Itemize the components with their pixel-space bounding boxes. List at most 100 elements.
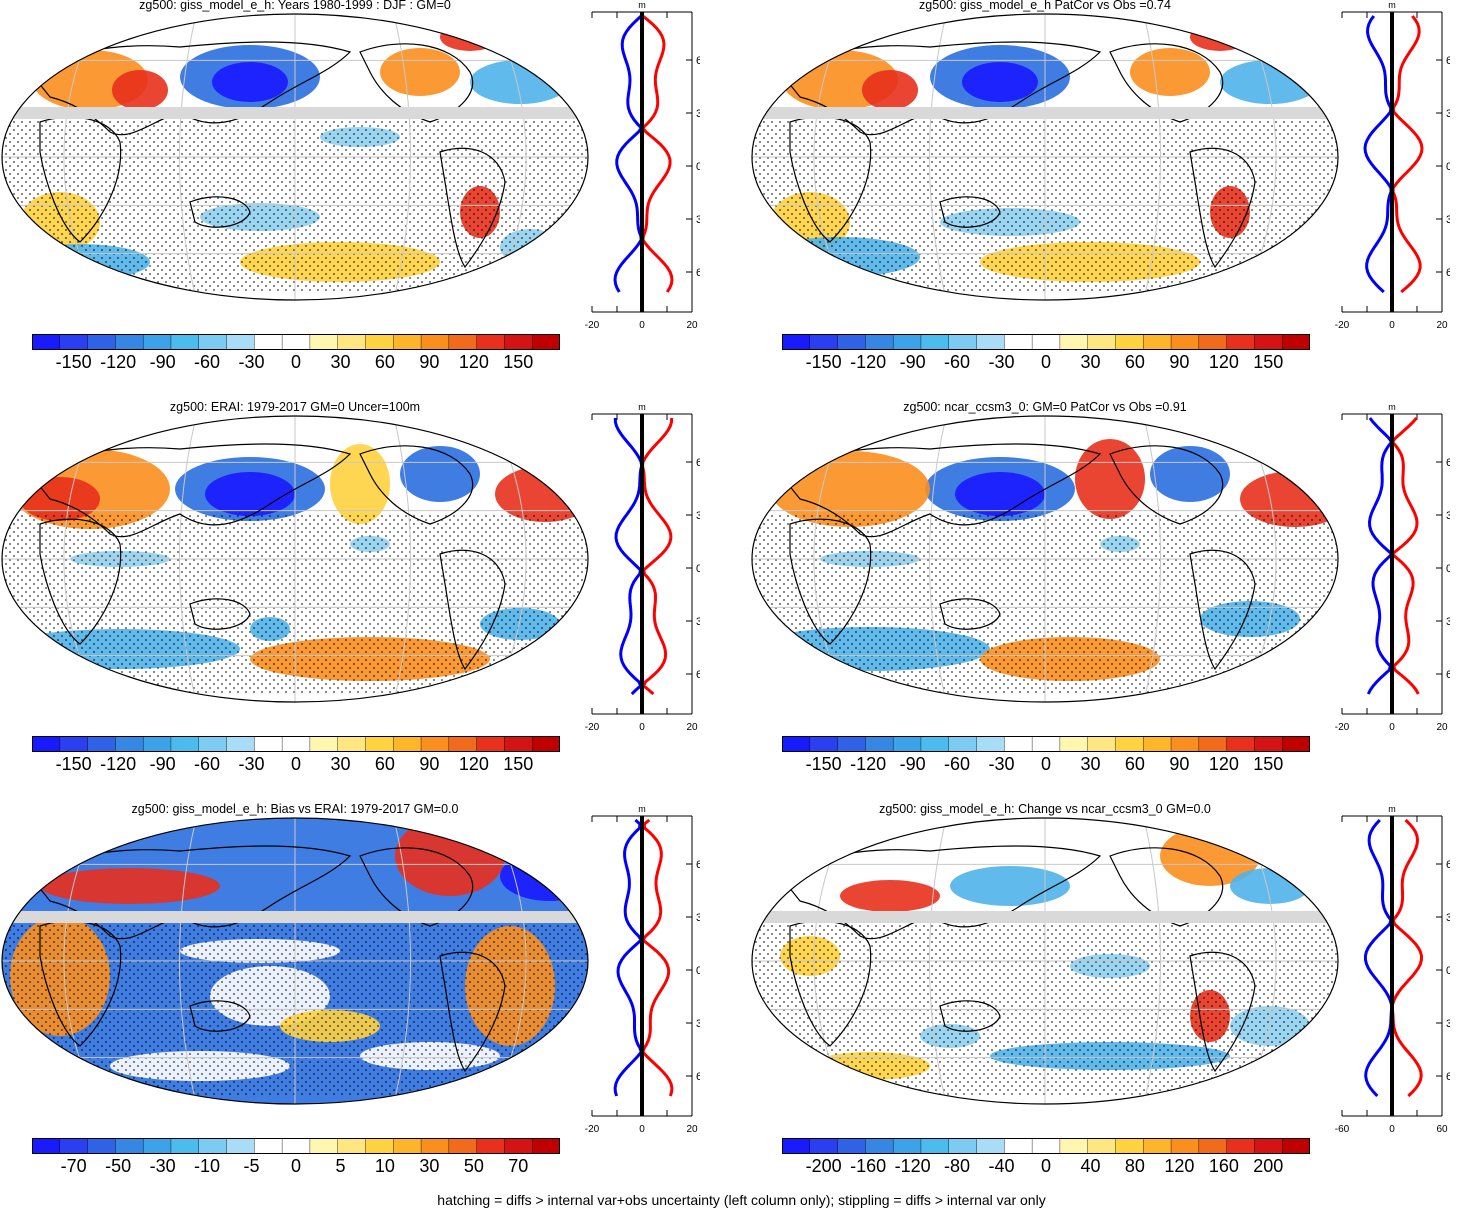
- profile-x-label: 0: [1389, 722, 1395, 733]
- coastline: [1109, 847, 1224, 927]
- colorbar-label: 0: [1040, 754, 1052, 774]
- coastline: [359, 43, 474, 123]
- anomaly-contour: [212, 62, 288, 102]
- colorbar-swatch: [892, 736, 922, 752]
- colorbar-swatch: [142, 1138, 172, 1154]
- profile-lat-label: 30N: [1446, 108, 1450, 120]
- map: [751, 415, 1339, 703]
- colorbar-swatch: [837, 736, 867, 752]
- profile-lat-label: 30S: [1446, 214, 1450, 226]
- colorbar-labels: -70 -50 -30 -10 -5 0 5 10 30 50 70: [32, 1156, 560, 1180]
- profile-x-label: 20: [1436, 722, 1448, 733]
- profile-lat-label: 60N: [1446, 859, 1450, 871]
- profile-lat-label: 60N: [696, 859, 700, 871]
- colorbar-label: 120: [1208, 352, 1239, 372]
- panel-erai: zg500: ERAI: 1979-2017 GM=0 Uncer=100m -…: [0, 400, 700, 792]
- map-outline: [751, 415, 1339, 703]
- anomaly-contour: [330, 444, 390, 524]
- map-outline: [751, 13, 1339, 301]
- panel-title: zg500: giss_model_e_h: Years 1980-1999 :…: [139, 0, 451, 12]
- coastline: [29, 845, 352, 940]
- map-outline: [1, 415, 589, 703]
- panel-bias: zg500: giss_model_e_h: Bias vs ERAI: 197…: [0, 802, 700, 1194]
- colorbar-swatch: [976, 1138, 1006, 1154]
- colorbar-swatch: [170, 736, 200, 752]
- colorbar-labels: -200 -160 -120 -80 -40 0 40 80 120 160 200: [782, 1156, 1310, 1180]
- colorbar-label: 60: [1124, 754, 1145, 774]
- colorbar-label: 10: [374, 1156, 395, 1176]
- colorbar-frame: [782, 736, 1310, 752]
- colorbar-swatch: [393, 1138, 422, 1154]
- profile-negative-curve: [613, 818, 644, 1097]
- anomaly-contour: [950, 866, 1070, 906]
- colorbar-label: 120: [1208, 754, 1239, 774]
- coastline: [779, 41, 1102, 136]
- profile-x-label: 0: [1389, 1124, 1395, 1135]
- colorbar-labels: -150 -120 -90 -60 -30 0 30 60 90 120 150: [782, 352, 1310, 376]
- profile-x-label: 0: [639, 1124, 645, 1135]
- colorbar-swatch: [115, 334, 144, 350]
- coastline: [939, 196, 1001, 228]
- anomaly-contour: [380, 48, 460, 96]
- coastline: [779, 845, 1102, 940]
- colorbar-label: -90: [899, 754, 926, 774]
- colorbar-swatch: [1282, 736, 1310, 752]
- colorbar-label: -90: [149, 754, 176, 774]
- colorbar-swatch: [420, 334, 450, 350]
- colorbar-swatch: [87, 1138, 117, 1154]
- profile-negative-curve: [1363, 818, 1394, 1098]
- colorbar-frame: [32, 334, 560, 350]
- colorbar-label: -120: [850, 754, 887, 774]
- colorbar-label: -120: [100, 754, 137, 774]
- colorbar-label: -10: [194, 1156, 221, 1176]
- colorbar-label: 50: [463, 1156, 484, 1176]
- colorbar-swatch: [1143, 334, 1172, 350]
- colorbar-label: -30: [149, 1156, 176, 1176]
- anomaly-contour: [1130, 48, 1210, 96]
- mask-band: [752, 911, 1338, 923]
- profile-positive-curve: [640, 417, 674, 696]
- profile-lat-label: 30N: [696, 108, 700, 120]
- graticule-lon: [928, 14, 948, 300]
- anomaly-contour: [955, 472, 1045, 516]
- zonal-profile: m -20 0 20 60N 30N 0 30S 60S: [585, 0, 700, 331]
- colorbar-label: -120: [100, 352, 137, 372]
- profile-x-label: 20: [686, 320, 698, 331]
- graticule-lon: [392, 14, 412, 300]
- mask-band: [2, 911, 588, 923]
- colorbar-label: -120: [894, 1156, 931, 1176]
- colorbar: [32, 736, 560, 752]
- mask-band: [2, 107, 588, 119]
- profile-lat-label: 60S: [1446, 1071, 1450, 1083]
- colorbar-frame: [782, 1138, 1310, 1154]
- colorbar-swatch: [1198, 334, 1228, 350]
- colorbar-swatch: [948, 334, 978, 350]
- colorbar-swatch: [948, 736, 978, 752]
- colorbar: [32, 334, 560, 350]
- colorbar-label: 70: [508, 1156, 529, 1176]
- profile-x-label: 0: [639, 320, 645, 331]
- profile-lat-label: 60N: [696, 457, 700, 469]
- colorbar-labels: -150 -120 -90 -60 -30 0 30 60 90 120 150: [32, 352, 560, 376]
- colorbar-label: -50: [105, 1156, 132, 1176]
- colorbar-label: -5: [243, 1156, 260, 1176]
- colorbar-label: 60: [374, 352, 395, 372]
- colorbar-swatch: [1170, 736, 1200, 752]
- colorbar-swatch: [532, 1138, 560, 1154]
- colorbar-swatch: [1282, 334, 1310, 350]
- profile-lat-label: 30N: [696, 912, 700, 924]
- anomaly-contour: [205, 472, 295, 516]
- colorbar-label: 60: [1124, 352, 1145, 372]
- profile-lat-label: 30N: [1446, 912, 1450, 924]
- colorbar-swatch: [1087, 736, 1117, 752]
- colorbar-swatch: [504, 334, 533, 350]
- graticule-lon: [178, 818, 198, 1104]
- colorbar-swatch: [782, 1138, 811, 1154]
- colorbar-label: 150: [503, 352, 534, 372]
- coastline: [1109, 43, 1224, 123]
- colorbar-swatch: [1004, 1138, 1033, 1154]
- colorbar-swatch: [448, 1138, 478, 1154]
- colorbar-label: -60: [194, 352, 221, 372]
- colorbar-swatch: [504, 1138, 533, 1154]
- anomaly-contour: [112, 70, 168, 110]
